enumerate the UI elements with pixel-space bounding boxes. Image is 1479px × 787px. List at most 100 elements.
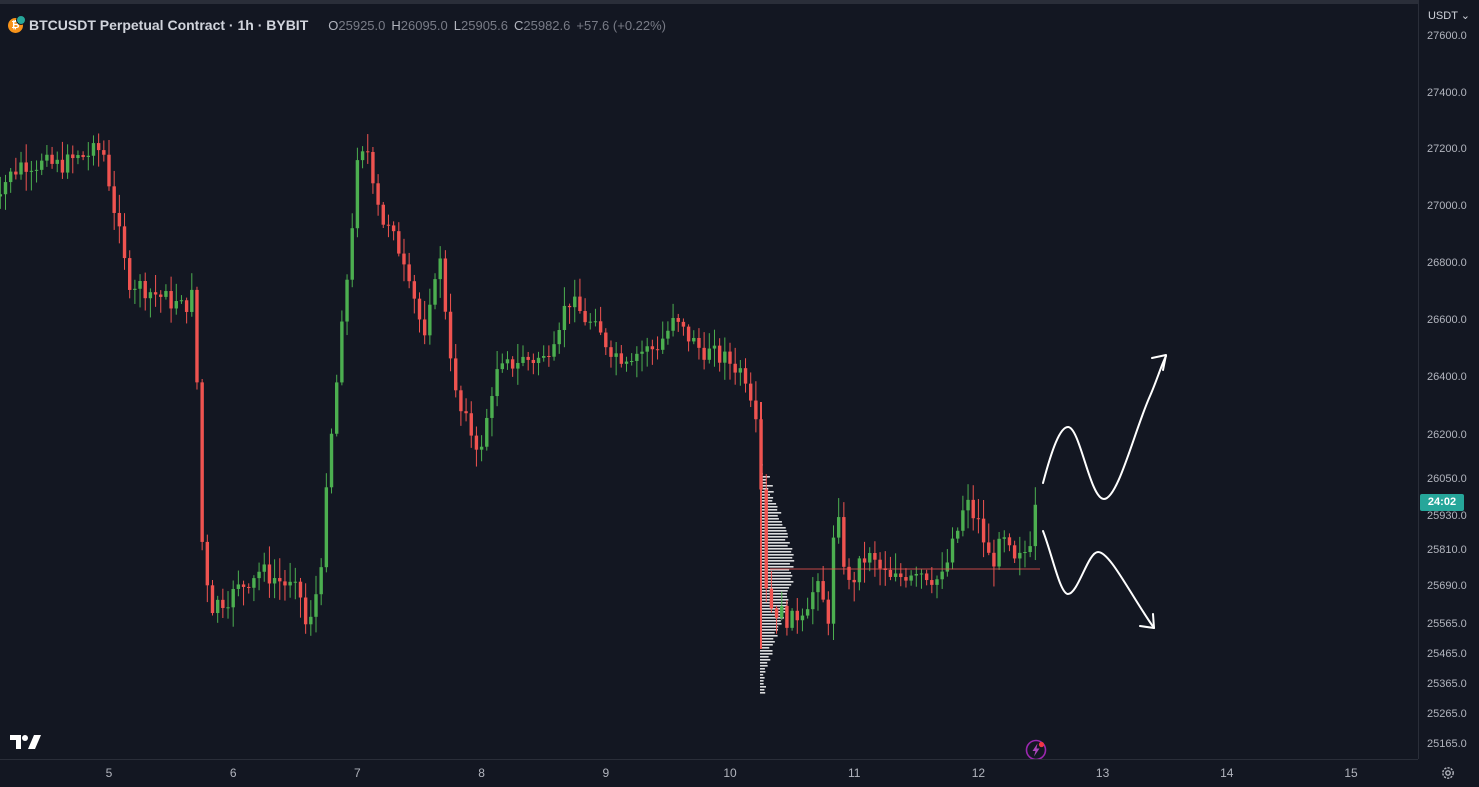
candle-down (619, 353, 624, 364)
candle-up (893, 573, 898, 577)
candle-down (717, 345, 722, 363)
volume-profile-bar (760, 584, 792, 586)
time-label: 9 (602, 766, 610, 780)
candle-up (0, 194, 3, 197)
candle-up (723, 351, 727, 363)
candle-down (526, 356, 530, 360)
candle-up (1023, 552, 1027, 554)
price-label: 26200.0 (1427, 429, 1467, 441)
volume-profile-bar (760, 590, 788, 592)
countdown-badge: 24:02 (1420, 494, 1464, 511)
candle-down (578, 296, 582, 312)
volume-profile-bar (760, 605, 788, 607)
candle-down (391, 225, 396, 232)
candle-up (288, 581, 292, 586)
candle-up (945, 562, 950, 572)
candle-down (769, 588, 774, 609)
currency-selector[interactable]: USDT ⌄ (1428, 9, 1470, 22)
candle-up (956, 530, 960, 539)
time-label: 7 (354, 766, 361, 780)
time-label: 5 (105, 766, 113, 780)
volume-profile-bar (760, 647, 770, 649)
candle-up (29, 170, 34, 172)
candle-down (371, 151, 375, 184)
candle-down (686, 326, 691, 342)
volume-profile-bar (760, 476, 770, 478)
price-axis[interactable]: USDT ⌄ 27600.0 27400.0 27200.0 27000.0 26800… (1418, 0, 1479, 759)
symbol-title[interactable]: BTCUSDT Perpetual Contract · 1h · BYBIT (29, 17, 309, 33)
volume-profile-bar (760, 536, 788, 538)
volume-profile-bar (760, 524, 783, 526)
candle-up (19, 162, 23, 175)
candle-down (81, 155, 85, 158)
volume-profile-bar (760, 644, 773, 646)
candle-down (417, 298, 422, 320)
open-value: 25925.0 (338, 17, 386, 33)
candle-up (428, 304, 432, 336)
volume-profile-bar (760, 482, 767, 484)
volume-profile-bar (760, 503, 777, 505)
candle-down (376, 183, 380, 205)
volume-profile-bar (760, 674, 764, 676)
candle-up (692, 337, 696, 342)
candle-down (821, 581, 825, 600)
candle-down (930, 580, 934, 585)
candle-down (195, 289, 199, 383)
candle-up (433, 279, 437, 305)
candle-down (531, 359, 536, 364)
lightning-icon[interactable] (1025, 739, 1047, 759)
candle-up (231, 588, 235, 608)
symbol-legend: ₿ BTCUSDT Perpetual Contract · 1h · BYBI… (8, 14, 666, 34)
open-label: O (328, 17, 339, 33)
drawing-zigzag-up[interactable] (1042, 354, 1167, 500)
price-label: 25930.0 (1427, 510, 1467, 522)
candle-up (790, 610, 794, 628)
price-label: 26600.0 (1427, 314, 1467, 326)
candle-up (495, 369, 499, 397)
price-label: 27200.0 (1427, 143, 1467, 155)
candle-up (914, 573, 918, 576)
volume-profile-bar (760, 671, 766, 673)
candle-down (924, 573, 929, 581)
candle-up (909, 575, 913, 581)
candle-down (888, 569, 893, 577)
candle-up (174, 301, 178, 309)
candle-down (697, 337, 701, 348)
candle-up (950, 538, 955, 563)
candle-down (14, 171, 18, 175)
chart-pane[interactable]: ₿ BTCUSDT Perpetual Contract · 1h · BYBI… (0, 4, 1418, 759)
candle-down (852, 579, 856, 583)
candle-down (117, 212, 122, 227)
candle-up (133, 288, 137, 290)
candle-up (272, 578, 277, 584)
candle-down (474, 435, 479, 450)
candle-up (805, 609, 810, 616)
candle-up (562, 305, 567, 331)
volume-profile-bar (760, 641, 775, 643)
candle-up (661, 338, 665, 350)
candle-down (50, 154, 54, 164)
candle-down (567, 305, 572, 308)
candle-up (314, 594, 318, 617)
candle-down (366, 151, 370, 153)
price-label: 25265.0 (1427, 708, 1467, 720)
candle-down (1012, 545, 1017, 559)
time-label: 6 (229, 766, 237, 780)
candle-down (878, 559, 882, 569)
candle-down (459, 390, 463, 412)
time-label: 10 (723, 766, 737, 780)
candlestick-chart[interactable] (0, 4, 1418, 759)
low-label: L (453, 17, 461, 33)
candle-up (86, 155, 90, 158)
volume-profile-bar (760, 578, 791, 580)
gear-icon[interactable] (1440, 765, 1456, 781)
candle-down (604, 332, 608, 348)
candle-up (811, 592, 815, 610)
time-axis[interactable]: 5 6 7 8 9 10 11 12 13 14 15 (0, 759, 1418, 787)
candle-down (210, 585, 215, 614)
candle-up (966, 499, 970, 511)
drawing-zigzag-down[interactable] (1042, 530, 1155, 629)
time-label: 15 (1344, 766, 1358, 780)
candle-down (412, 281, 417, 299)
volume-profile-bar (760, 509, 778, 511)
